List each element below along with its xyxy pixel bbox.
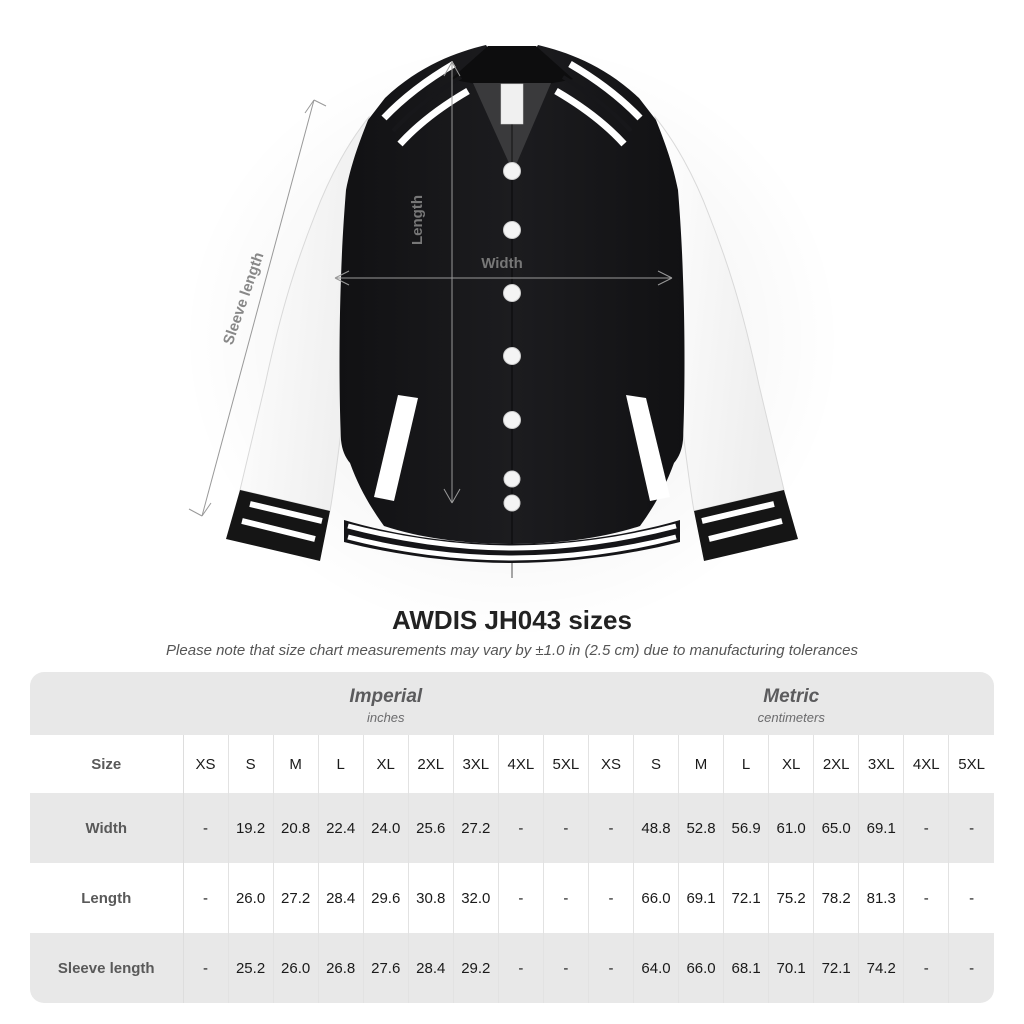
svg-text:Width: Width [481,255,523,272]
svg-text:Length: Length [409,195,426,245]
